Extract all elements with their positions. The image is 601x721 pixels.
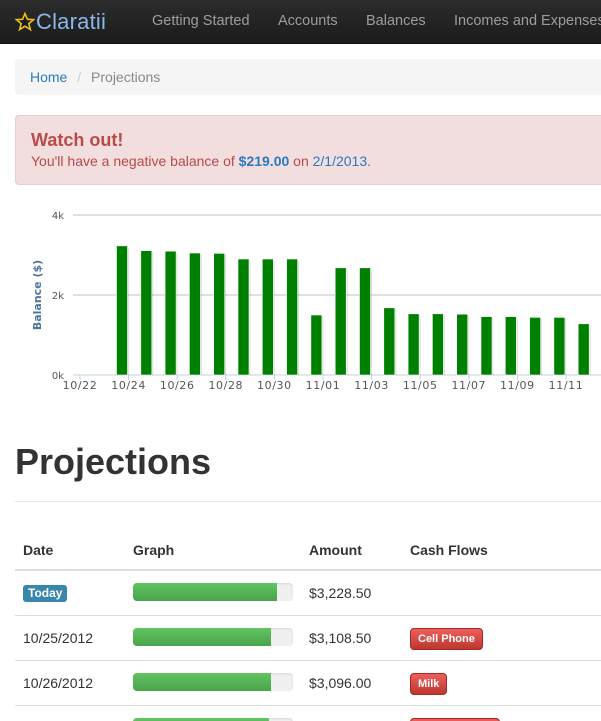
negative-balance-alert: Watch out! You'll have a negative balanc… [15,115,601,185]
progress-bar [133,718,293,721]
header-amount: Amount [309,542,362,558]
balance-chart: Balance ($) 0k 2k 4k 10/22 10/24 10/26 10/28 10… [31,211,601,392]
progress-bar [133,673,293,691]
breadcrumb: Home / Projections [15,59,601,95]
cash-flow-button[interactable]: Milk [410,673,448,695]
x-tick-label: 11/11 [549,379,584,392]
header-date: Date [23,542,54,558]
header-cash-flows: Cash Flows [410,542,488,558]
x-tick-label: 11/09 [500,379,535,392]
table-row: 10/25/2012 $3,108.50 Cell Phone [15,615,601,660]
alert-title: Watch out! [31,130,124,150]
amount-cell: $3,096.00 [309,675,372,691]
amount-cell: $3,228.50 [309,585,372,601]
breadcrumb-home-link[interactable]: Home [30,69,68,85]
chart-bar[interactable] [213,253,225,376]
table-row [15,705,601,721]
progress-bar [133,583,293,601]
y-tick-label: 4k [52,211,64,222]
brand-logo[interactable]: Claratii [15,9,106,35]
y-tick-label: 2k [52,291,64,302]
chart-bar[interactable] [237,258,250,376]
chart-bar[interactable] [383,307,396,376]
progress-fill [133,718,269,721]
cash-flow-button[interactable]: Cell Phone [410,628,483,650]
breadcrumb-current: Projections [91,69,161,85]
chart-bar[interactable] [432,313,444,376]
progress-fill [133,673,271,691]
x-tick-label: 10/24 [111,379,146,392]
progress-bar [133,628,293,646]
nav-incomes-expenses[interactable]: Incomes and Expenses [454,13,601,29]
table-row: 10/26/2012 $3,096.00 Milk [15,660,601,705]
breadcrumb-separator: / [77,69,82,85]
chart-bar[interactable] [480,316,493,376]
date-cell: 10/26/2012 [23,675,94,691]
alert-date-link[interactable]: 2/1/2013 [312,153,368,169]
x-tick-label: 11/05 [403,379,438,392]
chart-bar[interactable] [189,252,201,376]
chart-bar[interactable] [577,323,590,376]
x-tick-label: 11/01 [306,379,341,392]
today-badge: Today [23,585,68,602]
x-tick-label: 10/26 [160,379,195,392]
chart-bar[interactable] [140,250,153,376]
y-tick-label: 0k [52,371,64,382]
x-tick-label: 10/30 [257,379,292,392]
amount-cell: $3,108.50 [309,630,372,646]
page-title: Projections [15,441,212,482]
title-divider [15,501,601,502]
chart-bar[interactable] [359,267,371,376]
star-icon [15,12,35,32]
chart-bar[interactable] [529,317,541,376]
navbar: Claratii Getting Started Accounts Balanc… [0,0,601,44]
chart-bar[interactable] [261,258,274,376]
nav-balances[interactable]: Balances [366,13,426,29]
date-cell: 10/25/2012 [23,630,94,646]
chart-bar[interactable] [504,316,517,376]
x-tick-label: 11/03 [354,379,389,392]
chart-bar[interactable] [116,245,128,376]
progress-fill [133,583,277,601]
chart-bar[interactable] [456,313,469,376]
nav-getting-started[interactable]: Getting Started [152,13,250,29]
alert-on: on [293,153,309,169]
header-graph: Graph [133,542,175,558]
x-tick-label: 10/22 [63,379,98,392]
chart-bar[interactable] [334,267,347,376]
chart-bar[interactable] [310,314,323,376]
x-tick-label: 10/28 [208,379,243,392]
alert-prefix: You'll have a negative balance of [31,153,235,169]
alert-message: You'll have a negative balance of $219.0… [31,151,586,171]
y-axis-label: Balance ($) [31,260,44,330]
nav-accounts[interactable]: Accounts [278,13,338,29]
brand-name: Claratii [36,9,107,34]
cash-flow-button[interactable] [410,718,500,721]
chart-bar[interactable] [286,258,298,376]
chart-bar[interactable] [164,250,177,376]
alert-amount: $219.00 [238,153,290,169]
table-row: Today $3,228.50 [15,570,601,615]
x-tick-label: 11/07 [451,379,486,392]
alert-suffix: . [367,153,372,169]
progress-fill [133,628,271,646]
chart-bar[interactable] [407,313,420,376]
chart-bar[interactable] [553,317,566,376]
